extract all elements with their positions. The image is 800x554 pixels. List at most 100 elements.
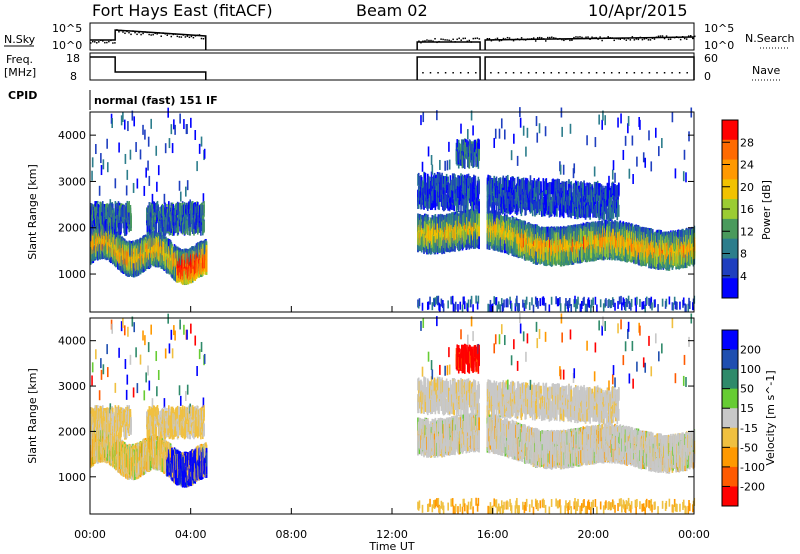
data-cell	[117, 201, 120, 214]
noise-search-point	[629, 39, 632, 41]
data-cell	[139, 149, 142, 160]
noise-search-point	[434, 37, 436, 40]
data-cell	[456, 139, 459, 152]
data-cell	[422, 112, 425, 123]
data-cell	[133, 116, 136, 127]
noise-search-point	[677, 36, 680, 39]
nave-point	[452, 72, 454, 74]
noise-search-point	[665, 35, 668, 37]
noise-search-point	[436, 41, 438, 44]
noise-search-point	[176, 35, 179, 38]
data-cell	[438, 197, 440, 210]
noise-search-point	[160, 35, 162, 37]
data-cell	[160, 215, 163, 228]
data-cell	[425, 215, 428, 229]
data-cell	[120, 219, 122, 232]
freq-trace	[416, 56, 695, 80]
noise-search-point	[553, 37, 555, 39]
data-cell	[122, 111, 124, 122]
data-cell	[444, 185, 446, 198]
data-cell	[91, 203, 93, 216]
noise-search-point	[671, 36, 674, 39]
data-cell	[446, 160, 449, 171]
data-cell	[150, 222, 152, 235]
noise-search-point	[490, 39, 493, 42]
noise-search-point	[536, 37, 539, 39]
data-cell	[125, 222, 128, 235]
data-cell	[190, 117, 192, 128]
noise-search-point	[192, 36, 195, 39]
noise-search-point	[106, 41, 108, 44]
data-cell	[466, 303, 469, 312]
noise-search-point	[575, 36, 577, 38]
noise-search-point	[647, 39, 650, 41]
data-cell	[129, 149, 132, 160]
noise-search-point	[180, 36, 183, 38]
noise-search-point	[146, 31, 148, 34]
nave-point	[626, 72, 628, 74]
nave-point	[505, 72, 507, 74]
data-cell	[468, 156, 471, 169]
noise-search-point	[426, 39, 428, 41]
data-cell	[124, 153, 127, 164]
data-cell	[118, 142, 120, 153]
data-cell	[460, 200, 462, 213]
noise-search-point	[595, 36, 597, 39]
nave-point	[656, 72, 658, 74]
data-cell	[420, 197, 423, 210]
noise-search-point	[198, 34, 201, 36]
data-cell	[421, 302, 424, 311]
data-cell	[132, 182, 135, 193]
noise-search-point	[188, 36, 191, 39]
noise-sky-trace	[416, 36, 695, 50]
noise-search-point	[500, 39, 503, 42]
data-cell	[183, 202, 186, 215]
noise-right-tick-bottom: 10^0	[704, 39, 734, 52]
noise-search-point	[506, 36, 509, 39]
data-cell	[183, 119, 185, 130]
data-cell	[185, 186, 187, 197]
data-cell	[164, 143, 167, 154]
nave-point	[618, 72, 620, 74]
noise-search-point	[518, 38, 521, 41]
noise-search-point	[691, 37, 694, 40]
data-cell	[439, 159, 441, 170]
noise-search-point	[102, 40, 104, 42]
data-cell	[180, 205, 183, 218]
data-cell	[174, 124, 176, 135]
date-label: 10/Apr/2015	[588, 1, 688, 20]
noise-left-tick-bottom: 10^0	[52, 39, 82, 52]
noise-search-point	[184, 36, 187, 38]
noise-search-point	[502, 37, 505, 40]
noise-search-point	[136, 33, 138, 36]
noise-search-point	[685, 38, 688, 40]
data-cell	[427, 146, 430, 157]
noise-search-point	[633, 39, 636, 41]
noise-search-point	[134, 31, 136, 34]
noise-search-point	[140, 33, 142, 36]
noise-search-point	[683, 37, 686, 40]
noise-search-point	[559, 37, 561, 40]
data-cell	[451, 295, 454, 304]
data-cell	[106, 162, 109, 173]
data-cell	[202, 193, 205, 204]
noise-search-point	[508, 37, 511, 39]
nave-point	[610, 72, 613, 74]
noise-search-point	[611, 37, 613, 39]
noise-search-point	[92, 40, 94, 43]
cpid-panel: CPID normal (fast) 151 IF	[8, 89, 218, 110]
noise-search-point	[643, 38, 646, 40]
noise-search-point	[571, 39, 573, 41]
data-cell	[427, 301, 430, 310]
noise-search-point	[510, 38, 513, 41]
noise-search-point	[591, 36, 593, 39]
noise-search-point	[162, 32, 164, 34]
noise-search-point	[621, 37, 624, 39]
data-cell	[466, 146, 468, 159]
noise-search-point	[526, 38, 529, 40]
noise-search-point	[158, 32, 160, 34]
noise-search-point	[430, 39, 432, 42]
nave-point	[603, 72, 605, 74]
nave-point	[437, 72, 439, 74]
noise-search-point	[669, 38, 672, 40]
